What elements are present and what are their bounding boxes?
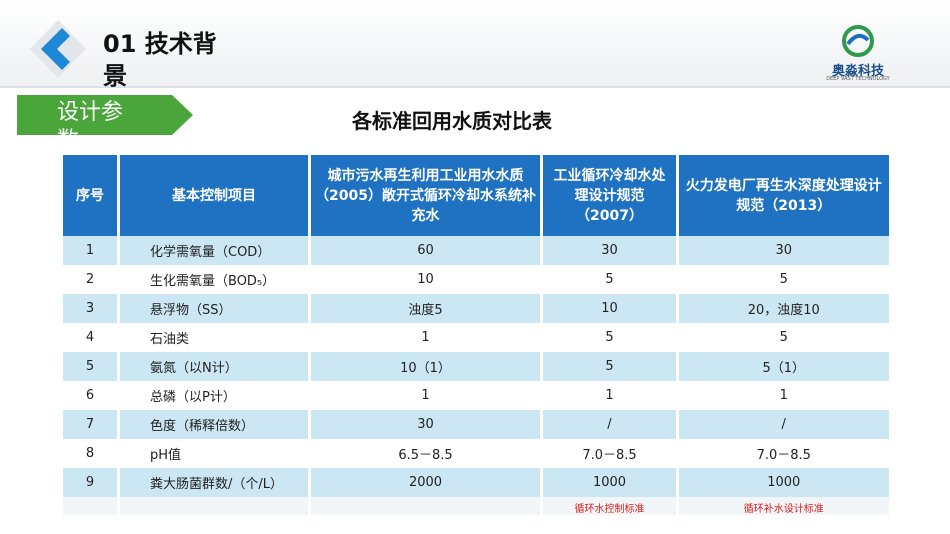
note: 循环水控制标准 bbox=[540, 497, 678, 515]
column-header: 火力发电厂再生水深度处理设计规范（2013） bbox=[676, 155, 889, 236]
table-cell: 30 bbox=[308, 410, 542, 439]
table-cell: 8 bbox=[60, 439, 119, 468]
table-cell: 5 bbox=[540, 265, 678, 294]
table-cell: 5 bbox=[540, 323, 678, 352]
table-cell: 总磷（以P计） bbox=[117, 381, 310, 410]
table-row: 2 生化需氧量（BOD₅） 10 5 5 bbox=[60, 265, 889, 294]
table-cell: 5 bbox=[60, 352, 119, 381]
logo-name: 奥淼科技 bbox=[831, 64, 884, 79]
table-cell: 5（1） bbox=[676, 352, 889, 381]
logo-subtitle: DEEP VAST TECHNOLOGY bbox=[826, 76, 890, 82]
empty-cell bbox=[117, 497, 310, 515]
column-header: 基本控制项目 bbox=[117, 155, 310, 236]
table-cell: 30 bbox=[540, 236, 678, 265]
table-title: 各标准回用水质对比表 bbox=[352, 109, 552, 133]
section-tag-text: 设计参数 bbox=[57, 100, 124, 135]
table-cell: 生化需氧量（BOD₅） bbox=[117, 265, 310, 294]
table-row: 7 色度（稀释倍数） 30// bbox=[60, 410, 889, 439]
table-cell: 石油类 bbox=[117, 323, 310, 352]
table-cell: 7.0－8.5 bbox=[676, 439, 889, 468]
table-row: 8 pH值 6.5－8.5 7.0－8.5 7.0－8.5 bbox=[60, 439, 889, 468]
table-cell: 10 bbox=[540, 294, 678, 323]
column-header: 工业循环冷却水处理设计规范（2007） bbox=[540, 155, 678, 236]
table-row: 9 粪大肠菌群数/（个/L） 2000 1000 1000 bbox=[60, 468, 889, 497]
table-cell: 6.5－8.5 bbox=[308, 439, 542, 468]
logo-icon bbox=[842, 25, 874, 57]
table-row: 4 石油类 1 5 5 bbox=[60, 323, 889, 352]
note-row: 循环水控制标准 循环补水设计标准 bbox=[60, 497, 889, 515]
column-header: 城市污水再生利用工业用水水质 （2005）敞开式循环冷却水系统补充水 bbox=[308, 155, 542, 236]
section-tag: 设计参数 bbox=[17, 95, 193, 135]
table-cell: 5 bbox=[676, 323, 889, 352]
note: 循环补水设计标准 bbox=[676, 497, 889, 515]
table-cell: 9 bbox=[60, 468, 119, 497]
table-cell: 20，浊度10 bbox=[676, 294, 889, 323]
table-cell: pH值 bbox=[117, 439, 310, 468]
table-cell: 1 bbox=[60, 236, 119, 265]
table-cell: 悬浮物（SS） bbox=[117, 294, 310, 323]
table-cell: 10 bbox=[308, 265, 542, 294]
table-cell: 3 bbox=[60, 294, 119, 323]
table-cell: 1 bbox=[676, 381, 889, 410]
comparison-table: 序号 基本控制项目 城市污水再生利用工业用水水质 （2005）敞开式循环冷却水系统补… bbox=[60, 155, 889, 515]
empty-cell bbox=[308, 497, 542, 515]
table-cell: / bbox=[540, 410, 678, 439]
table-cell: 7.0－8.5 bbox=[540, 439, 678, 468]
table-cell: 2 bbox=[60, 265, 119, 294]
table-cell: 2000 bbox=[308, 468, 542, 497]
column-header: 序号 bbox=[60, 155, 119, 236]
header-row: 序号 基本控制项目 城市污水再生利用工业用水水质 （2005）敞开式循环冷却水系统补… bbox=[60, 155, 889, 236]
table-cell: 1000 bbox=[676, 468, 889, 497]
table-cell: 1000 bbox=[540, 468, 678, 497]
table-cell: 1 bbox=[308, 381, 542, 410]
table-cell: 60 bbox=[308, 236, 542, 265]
table-cell: 10（1） bbox=[308, 352, 542, 381]
table-cell: 4 bbox=[60, 323, 119, 352]
table-cell: 氨氮（以N计） bbox=[117, 352, 310, 381]
table-cell: 粪大肠菌群数/（个/L） bbox=[117, 468, 310, 497]
slide-title: 01 技术背景 bbox=[103, 30, 217, 90]
table-row: 1 化学需氧量（COD） 60 30 30 bbox=[60, 236, 889, 265]
table-cell: 色度（稀释倍数） bbox=[117, 410, 310, 439]
table-cell: 化学需氧量（COD） bbox=[117, 236, 310, 265]
table-cell: 5 bbox=[676, 265, 889, 294]
table-cell: 浊度5 bbox=[308, 294, 542, 323]
table-cell: 30 bbox=[676, 236, 889, 265]
table-cell: 1 bbox=[540, 381, 678, 410]
table-cell: 1 bbox=[308, 323, 542, 352]
table-cell: 5 bbox=[540, 352, 678, 381]
table-row: 6 总磷（以P计） 1 1 1 bbox=[60, 381, 889, 410]
top-bar bbox=[0, 0, 950, 88]
table-row: 3 悬浮物（SS） 浊度5 10 20，浊度10 bbox=[60, 294, 889, 323]
chevron-icon bbox=[30, 20, 86, 78]
empty-cell bbox=[60, 497, 119, 515]
table-cell: 6 bbox=[60, 381, 119, 410]
table-cell: 7 bbox=[60, 410, 119, 439]
table-row: 5 氨氮（以N计） 10（1） 5 5（1） bbox=[60, 352, 889, 381]
table-body: 1 化学需氧量（COD） 60 30 30 2 生化需氧量（BOD₅） 10 5 5 3 悬浮物（SS… bbox=[60, 236, 889, 515]
table-cell: / bbox=[676, 410, 889, 439]
